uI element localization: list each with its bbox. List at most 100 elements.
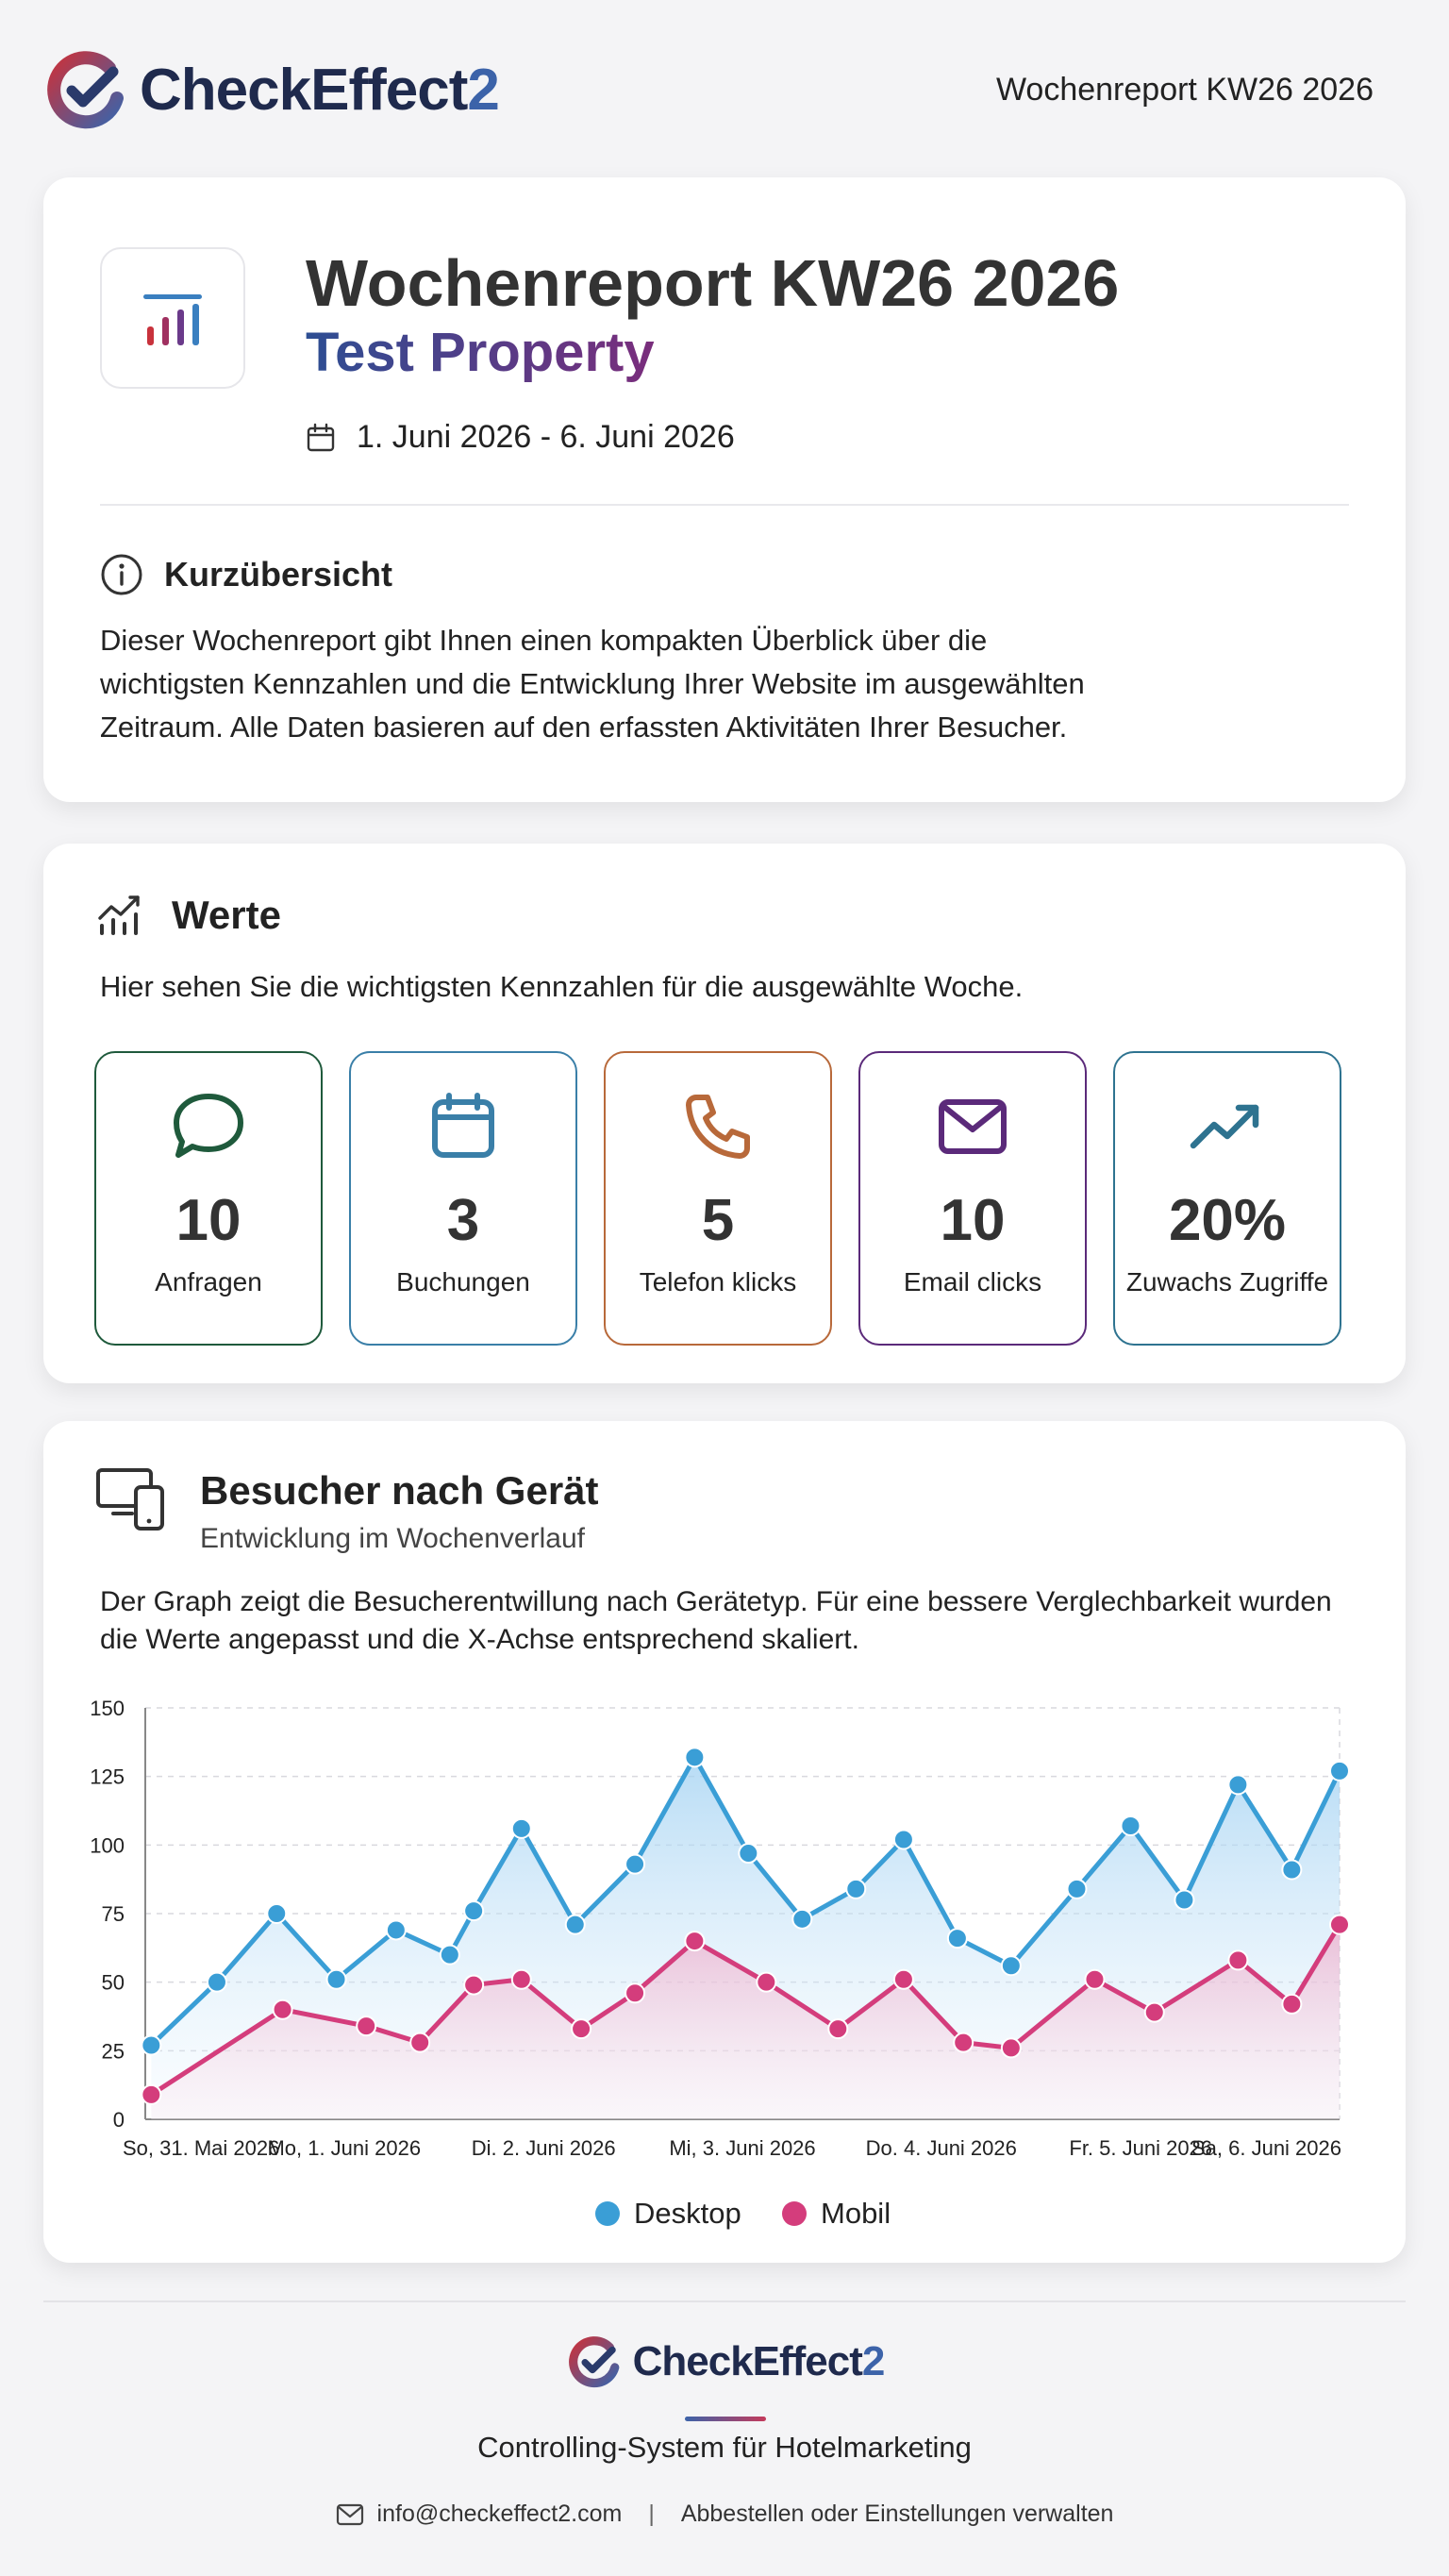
data-point-mobil — [1329, 1914, 1350, 1935]
kpi-value: 5 — [701, 1188, 735, 1253]
data-point-desktop — [738, 1843, 759, 1865]
kpi-value: 3 — [446, 1188, 480, 1253]
data-point-desktop — [845, 1878, 867, 1899]
werte-description: Hier sehen Sie die wichtigsten Kennzahle… — [100, 970, 1024, 1003]
footer-links: info@checkeffect2.com | Abbestellen oder… — [0, 2501, 1449, 2528]
data-point-desktop — [1329, 1760, 1350, 1781]
data-point-desktop — [510, 1817, 532, 1839]
page-header: CheckEffect2 Wochenreport KW26 2026 — [0, 0, 1449, 179]
x-tick-label: Mo, 1. Juni 2026 — [267, 2136, 421, 2160]
footer-separator: | — [648, 2501, 655, 2527]
x-tick-label: Do. 4. Juni 2026 — [866, 2136, 1017, 2160]
werte-heading: Werte — [172, 893, 281, 937]
werte-card: Werte Hier sehen Sie die wichtigsten Ken… — [43, 844, 1406, 1383]
data-point-mobil — [827, 2018, 849, 2040]
kpi-row: 10 Anfragen 3 Buchungen 5 Telef — [94, 1051, 1341, 1346]
data-point-desktop — [463, 1900, 485, 1922]
y-tick-label: 75 — [102, 1902, 125, 1926]
data-point-desktop — [1000, 1955, 1022, 1977]
legend-label-mobil: Mobil — [821, 2197, 891, 2230]
y-tick-label: 150 — [90, 1697, 125, 1720]
devices-subheading: Entwicklung im Wochenverlauf — [200, 1523, 585, 1554]
data-point-mobil — [141, 2083, 162, 2105]
y-tick-label: 0 — [113, 2108, 125, 2132]
data-point-mobil — [1000, 2037, 1022, 2059]
footer-email-link[interactable]: info@checkeffect2.com — [376, 2501, 623, 2527]
data-point-desktop — [1227, 1774, 1249, 1796]
data-point-desktop — [206, 1971, 227, 1993]
stats-trend-icon — [98, 895, 140, 935]
kpi-label: Telefon klicks — [639, 1267, 797, 1296]
data-point-mobil — [571, 2018, 592, 2040]
trend-up-icon — [1190, 1104, 1259, 1149]
info-icon — [101, 554, 142, 595]
checkeffect-logo-icon — [568, 2336, 619, 2388]
x-tick-label: Mi, 3. Juni 2026 — [669, 2136, 815, 2160]
y-tick-label: 100 — [90, 1833, 125, 1857]
series-area-mobil — [151, 1924, 1341, 2119]
x-tick-label: Fr. 5. Juni 2026 — [1069, 2136, 1212, 2160]
data-point-desktop — [141, 2034, 162, 2056]
data-point-desktop — [1066, 1878, 1088, 1899]
checkeffect-logo-icon — [47, 51, 124, 129]
data-point-mobil — [892, 1968, 914, 1990]
data-point-desktop — [791, 1908, 813, 1930]
kpi-label: Email clicks — [903, 1267, 1042, 1296]
y-tick-label: 50 — [102, 1971, 125, 1995]
footer-divider — [43, 2300, 1406, 2302]
devices-card: Besucher nach Gerät Entwicklung im Woche… — [43, 1421, 1406, 2263]
data-point-desktop — [1281, 1859, 1303, 1881]
bar-chart-icon — [143, 294, 202, 345]
brand-logo[interactable]: CheckEffect2 — [42, 45, 500, 134]
data-point-desktop — [892, 1829, 914, 1850]
data-point-desktop — [946, 1928, 968, 1949]
data-point-mobil — [1143, 2001, 1165, 2023]
kpi-label: Buchungen — [396, 1267, 530, 1296]
calendar-icon — [432, 1093, 494, 1158]
legend-marker-desktop — [595, 2201, 620, 2226]
data-point-desktop — [1174, 1889, 1195, 1911]
footer-brand-name: CheckEffect2 — [632, 2338, 886, 2384]
data-point-desktop — [385, 1919, 407, 1941]
kpi-telefon-klicks[interactable]: 5 Telefon klicks — [604, 1051, 832, 1346]
kpi-email-clicks[interactable]: 10 Email clicks — [858, 1051, 1087, 1346]
overview-heading: Kurzübersicht — [164, 555, 393, 594]
devices-heading-icon-wrap — [94, 1466, 166, 1537]
kpi-buchungen[interactable]: 3 Buchungen — [349, 1051, 577, 1346]
footer-tagline: Controlling-System für Hotelmarketing — [477, 2431, 972, 2464]
data-point-mobil — [684, 1931, 706, 1952]
data-point-desktop — [439, 1944, 460, 1965]
werte-heading-row: Werte — [96, 893, 281, 938]
kpi-label: Zuwachs Zugriffe — [1125, 1267, 1329, 1296]
data-point-desktop — [325, 1968, 347, 1990]
data-point-mobil — [1281, 1993, 1303, 2015]
divider — [100, 504, 1349, 506]
devices-description: Der Graph zeigt die Besucherentwillung n… — [100, 1586, 1332, 1655]
footer-manage-link[interactable]: Abbestellen oder Einstellungen verwalten — [680, 2501, 1114, 2527]
kpi-anfragen[interactable]: 10 Anfragen — [94, 1051, 323, 1346]
data-point-mobil — [756, 1971, 777, 1993]
data-point-mobil — [272, 1999, 293, 2020]
data-point-mobil — [463, 1974, 485, 1996]
kpi-zuwachs-zugriffe[interactable]: 20% Zuwachs Zugriffe — [1113, 1051, 1341, 1346]
devices-heading: Besucher nach Gerät — [200, 1468, 599, 1513]
property-name: Test Property — [306, 322, 655, 383]
data-point-mobil — [1227, 1949, 1249, 1971]
footer-brand-logo[interactable]: CheckEffect2 — [0, 2333, 1449, 2391]
overview-heading-row: Kurzübersicht — [100, 553, 392, 596]
kpi-value: 10 — [940, 1188, 1006, 1253]
devices-icon — [96, 1468, 164, 1531]
header-report-label: Wochenreport KW26 2026 — [995, 72, 1374, 108]
data-point-mobil — [510, 1968, 532, 1990]
kpi-value: 10 — [175, 1188, 242, 1253]
phone-icon — [686, 1095, 750, 1159]
data-point-mobil — [953, 2032, 974, 2053]
data-point-desktop — [266, 1903, 288, 1924]
data-point-desktop — [1120, 1815, 1141, 1836]
report-icon-box — [100, 247, 245, 389]
report-title: Wochenreport KW26 2026 — [306, 246, 1120, 320]
data-point-desktop — [564, 1914, 586, 1935]
x-tick-label: Di. 2. Juni 2026 — [472, 2136, 616, 2160]
data-point-desktop — [684, 1747, 706, 1768]
